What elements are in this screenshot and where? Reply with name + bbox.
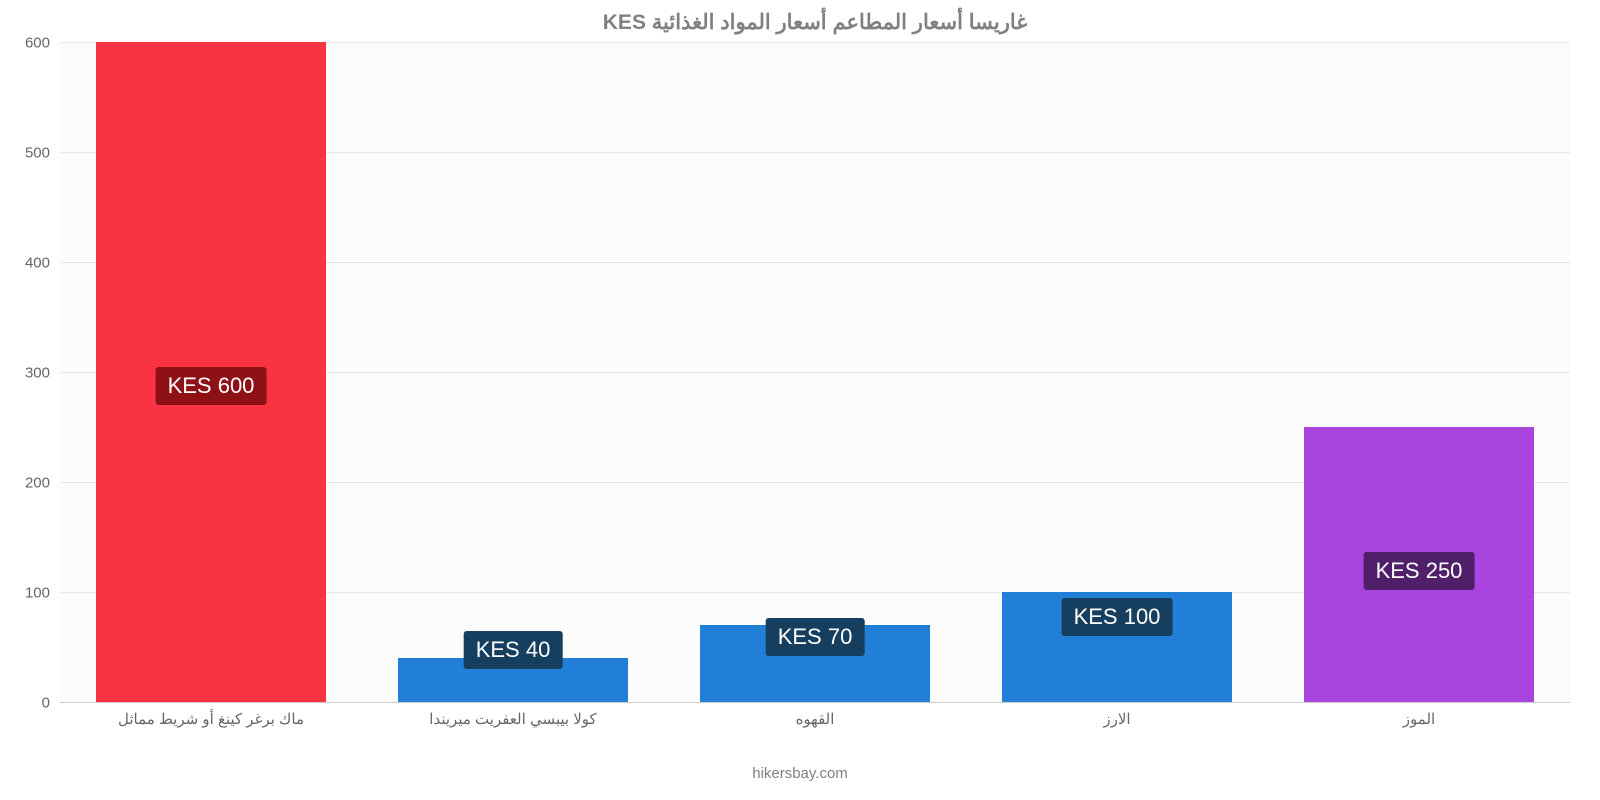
price-bar-chart: غاريسا أسعار المطاعم أسعار المواد الغذائ… (0, 0, 1600, 800)
x-axis-labels: ماك برغر كينغ أو شريط مماثلكولا بيبسي ال… (60, 710, 1570, 728)
y-tick-label: 300 (25, 365, 60, 382)
y-tick-label: 600 (25, 35, 60, 52)
x-tick-label: القهوه (664, 710, 966, 728)
chart-title: غاريسا أسعار المطاعم أسعار المواد الغذائ… (60, 10, 1570, 35)
plot-area: KES 600KES 40KES 70KES 100KES 250 010020… (60, 43, 1570, 703)
y-tick-label: 400 (25, 255, 60, 272)
y-tick-label: 0 (42, 695, 60, 712)
bar-value-label: KES 250 (1364, 552, 1475, 590)
bars-row: KES 600 KES 40 KES 70 KES 100 KES 250 (60, 42, 1570, 702)
y-tick-label: 200 (25, 475, 60, 492)
bar-slot: KES 250 (1268, 42, 1570, 702)
x-tick-label: كولا بيبسي العفريت ميريندا (362, 710, 664, 728)
bar-value-label: KES 600 (156, 367, 267, 405)
bar-value-label: KES 70 (766, 618, 865, 656)
footer-credit: hikersbay.com (0, 765, 1600, 782)
bar-slot: KES 70 (664, 42, 966, 702)
bar-value-label: KES 40 (464, 631, 563, 669)
y-tick-label: 100 (25, 585, 60, 602)
x-tick-label: ماك برغر كينغ أو شريط مماثل (60, 710, 362, 728)
bar-slot: KES 600 (60, 42, 362, 702)
bar-value-label: KES 100 (1062, 598, 1173, 636)
x-tick-label: الموز (1268, 710, 1570, 728)
bar-slot: KES 100 (966, 42, 1268, 702)
baseline (60, 702, 1570, 703)
x-tick-label: الارز (966, 710, 1268, 728)
y-tick-label: 500 (25, 145, 60, 162)
bar-slot: KES 40 (362, 42, 664, 702)
